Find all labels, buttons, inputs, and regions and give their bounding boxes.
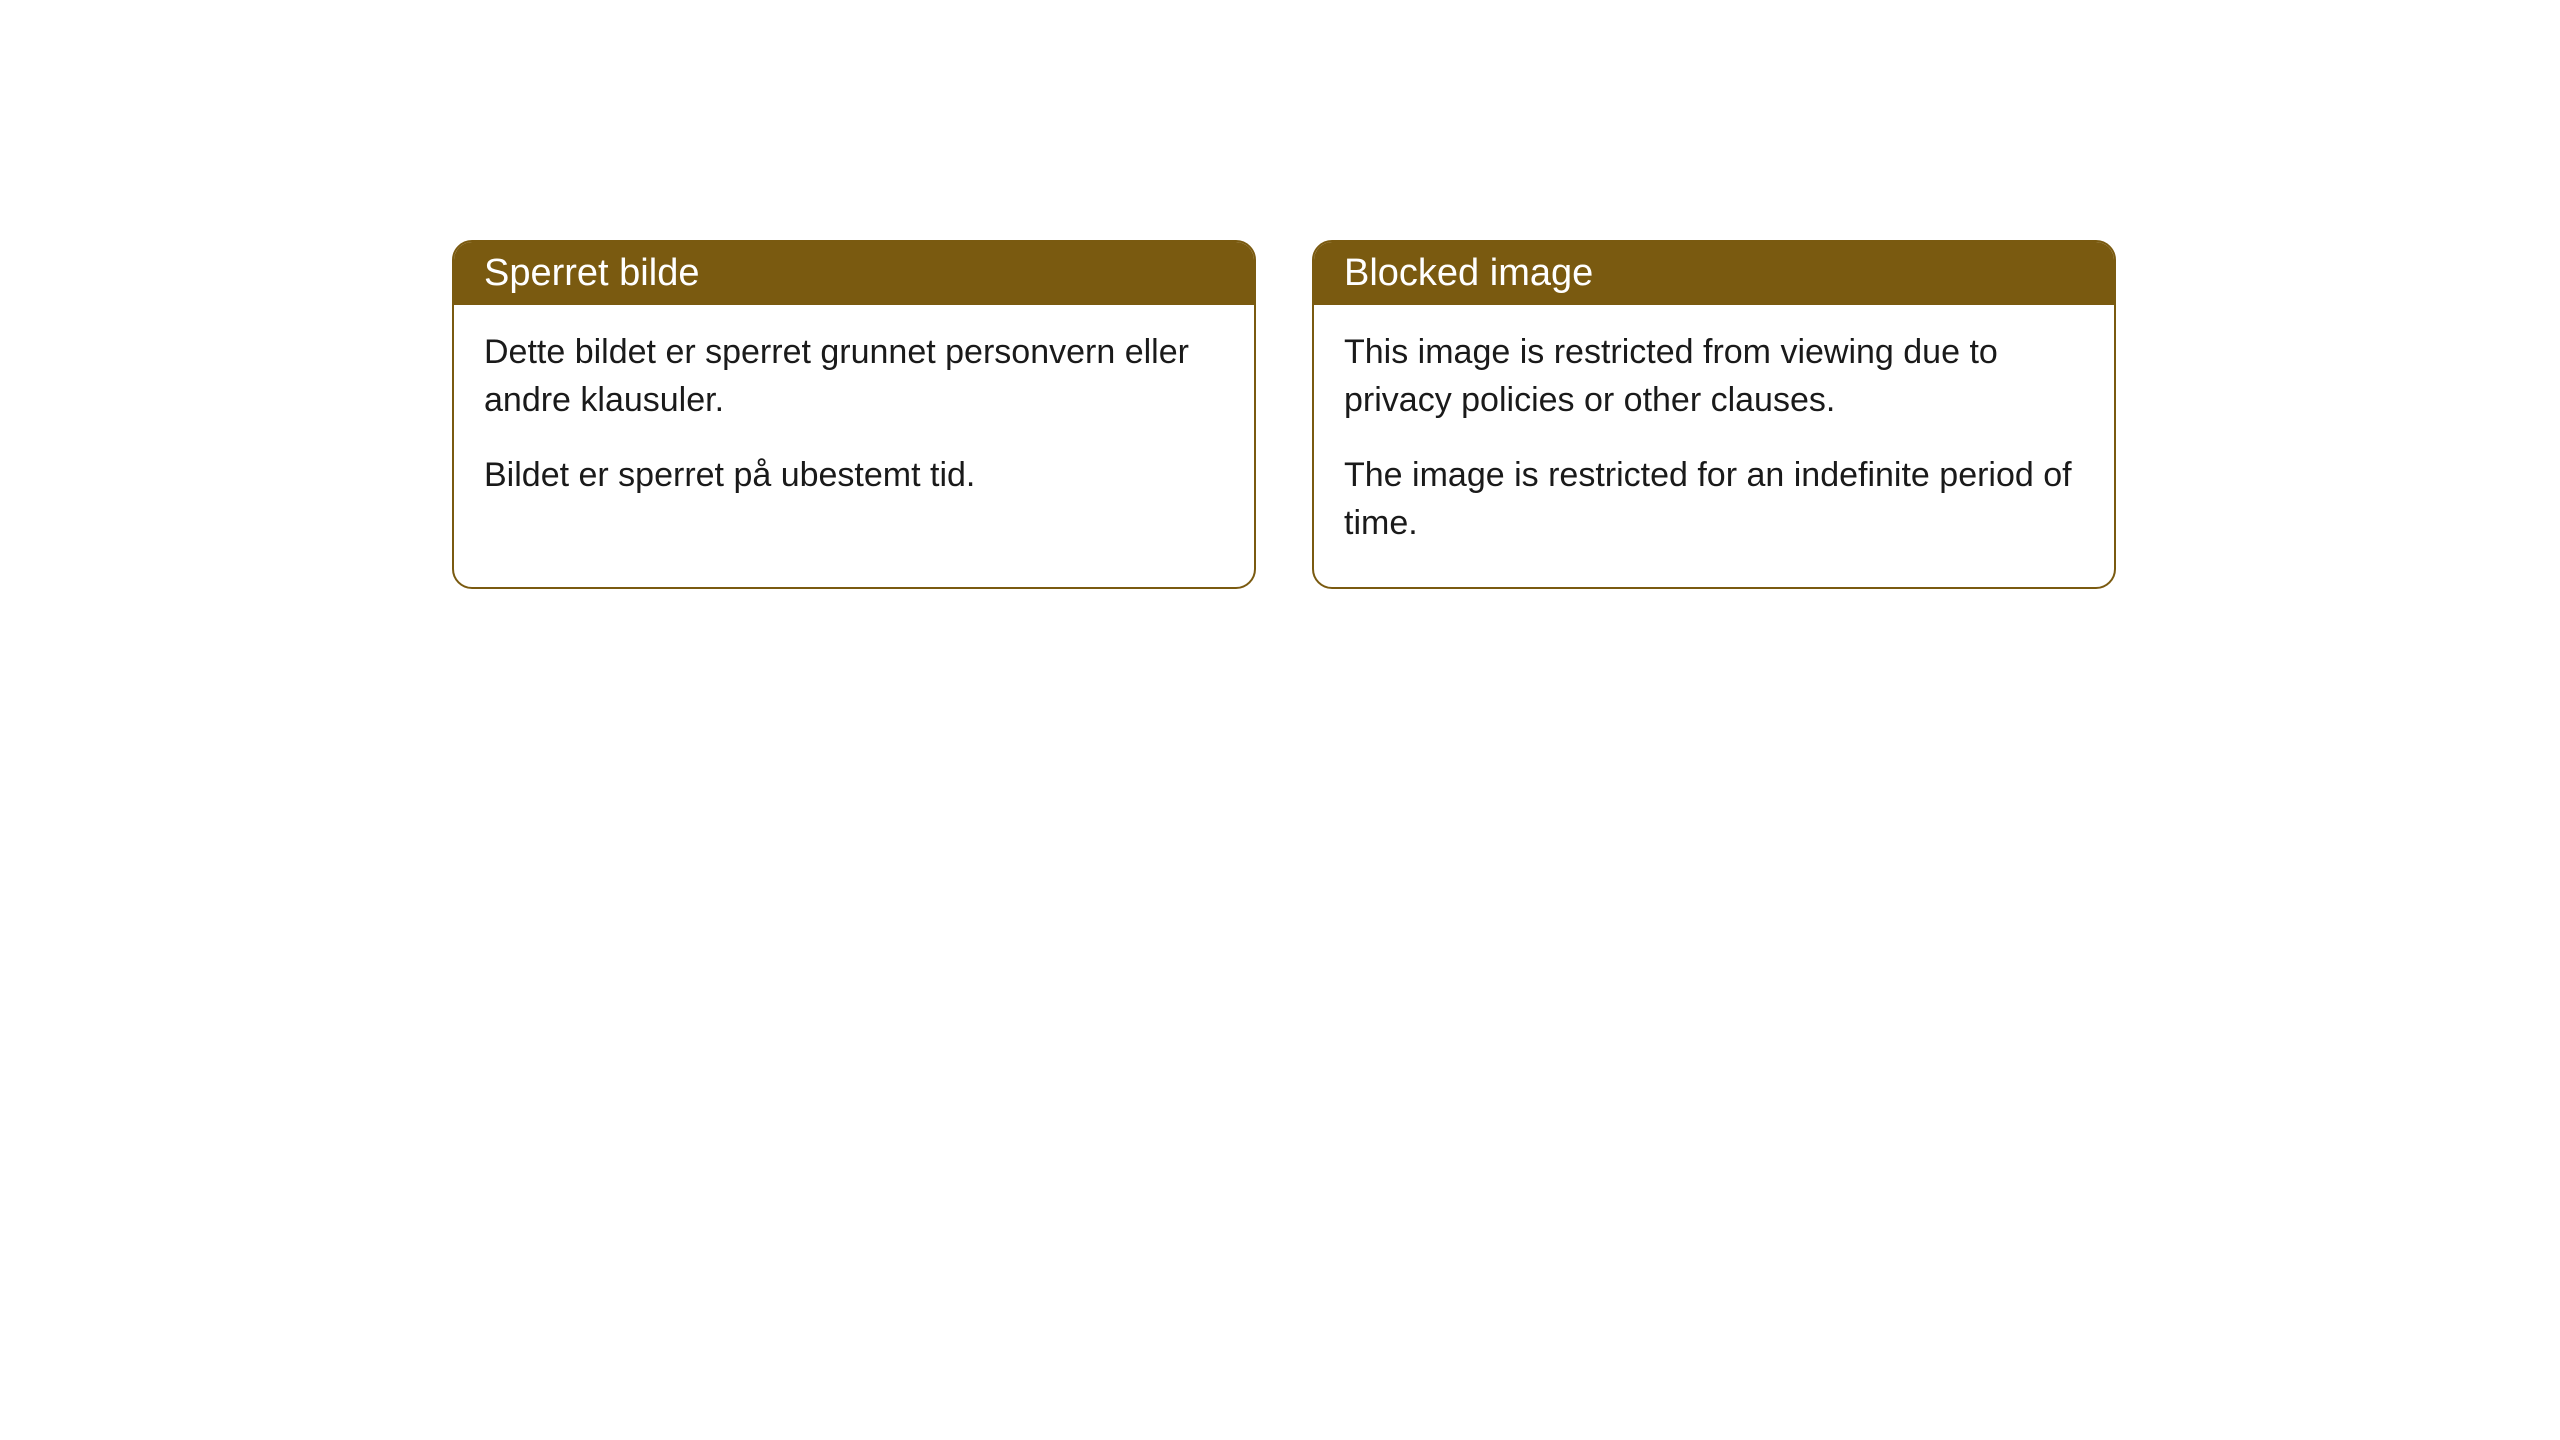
blocked-image-card-en: Blocked image This image is restricted f… — [1312, 240, 2116, 589]
card-body-no: Dette bildet er sperret grunnet personve… — [454, 305, 1254, 540]
card-text-no-2: Bildet er sperret på ubestemt tid. — [484, 452, 1224, 500]
card-text-en-1: This image is restricted from viewing du… — [1344, 329, 2084, 424]
card-text-en-2: The image is restricted for an indefinit… — [1344, 452, 2084, 547]
card-title-no: Sperret bilde — [484, 252, 699, 294]
card-text-no-1: Dette bildet er sperret grunnet personve… — [484, 329, 1224, 424]
card-header-en: Blocked image — [1314, 242, 2114, 305]
card-title-en: Blocked image — [1344, 252, 1593, 294]
cards-container: Sperret bilde Dette bildet er sperret gr… — [452, 240, 2116, 589]
card-body-en: This image is restricted from viewing du… — [1314, 305, 2114, 587]
card-header-no: Sperret bilde — [454, 242, 1254, 305]
blocked-image-card-no: Sperret bilde Dette bildet er sperret gr… — [452, 240, 1256, 589]
